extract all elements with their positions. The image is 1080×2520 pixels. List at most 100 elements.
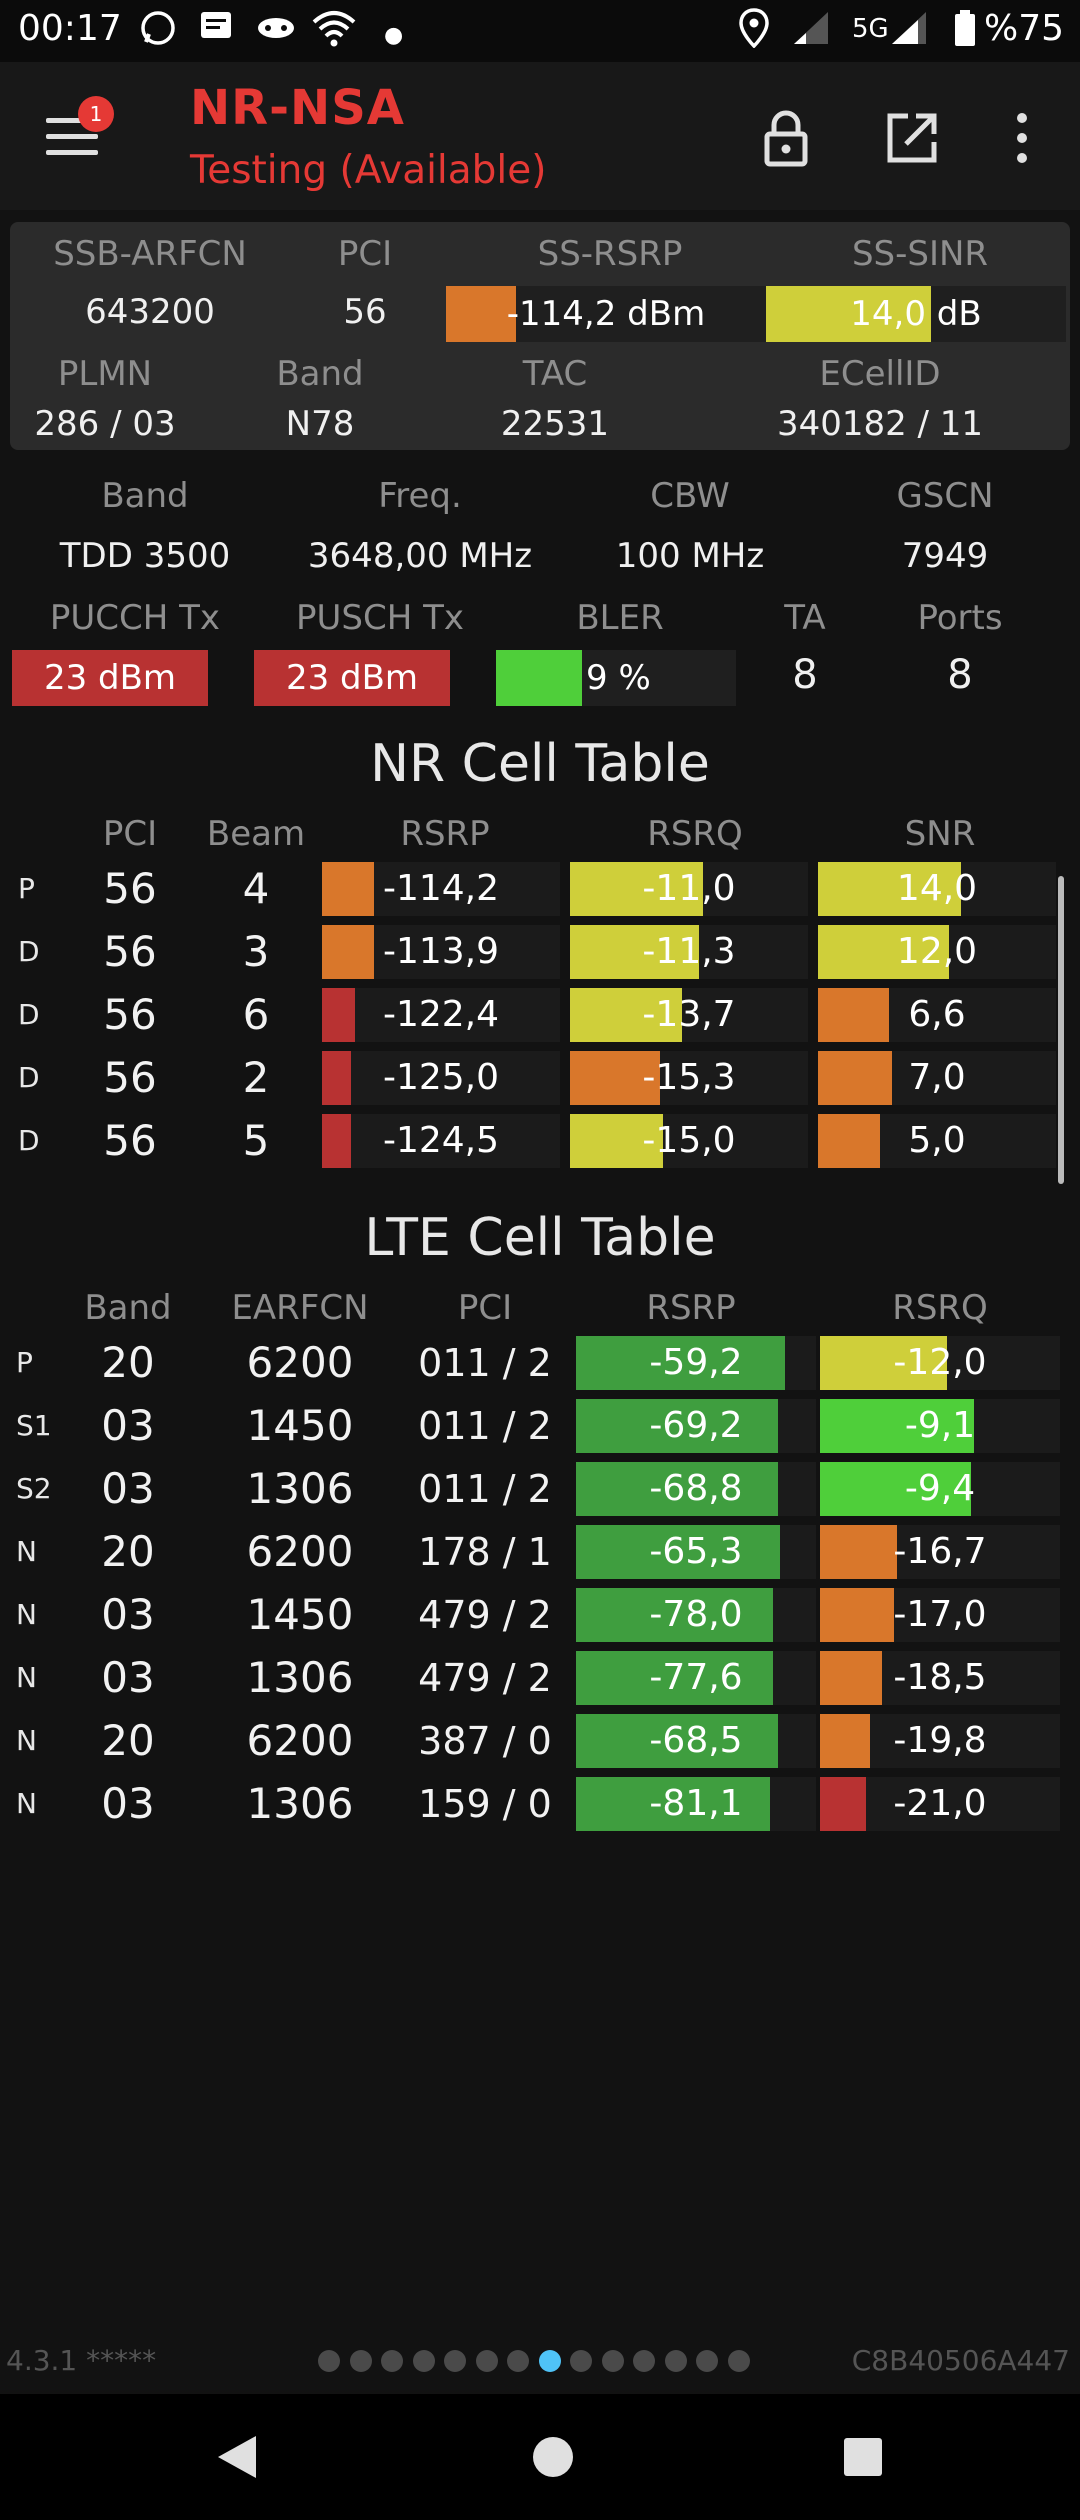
menu-icon[interactable] (46, 118, 98, 158)
nr-row-snr: 12,0 (818, 925, 1056, 979)
lte-row-band: 20 (101, 1527, 155, 1576)
page-title: NR-NSA (190, 80, 405, 136)
value-info-band: TDD 3500 (59, 536, 231, 576)
page-dot[interactable] (349, 2350, 372, 2372)
nr-row-rsrq: -15,0 (570, 1114, 808, 1168)
open-external-icon[interactable] (876, 102, 948, 174)
lte-row-rsrp: -68,5 (576, 1714, 816, 1768)
nr-row-rsrp-value: -124,5 (382, 1120, 500, 1161)
toolbar: 1 NR-NSA Testing (Available) (0, 62, 1080, 210)
lte-row-earfcn: 1450 (246, 1401, 354, 1450)
nr-row-snr: 5,0 (818, 1114, 1056, 1168)
label-ports: Ports (917, 598, 1003, 638)
lte-row-rsrq-fill (820, 1399, 974, 1453)
back-icon[interactable] (206, 2424, 272, 2490)
nr-row-rsrq-fill (570, 1051, 660, 1105)
network-type-label: 5G (852, 14, 889, 44)
lte-row-pci: 159 / 0 (418, 1782, 552, 1826)
lte-row-type: N (16, 1661, 37, 1694)
lte-row-rsrq-fill (820, 1525, 897, 1579)
label-band: Band (276, 354, 364, 394)
page-dot[interactable] (538, 2350, 561, 2372)
nr-row-rsrq: -15,3 (570, 1051, 808, 1105)
nr-table-row: D 56 5 -124,5 -15,0 5,0 (0, 1114, 1080, 1170)
lte-table-row: S2 03 1306 011 / 2 -68,8 -9,4 (0, 1462, 1080, 1518)
value-plmn: 286 / 03 (34, 404, 176, 444)
page-dot[interactable] (570, 2350, 592, 2372)
nr-table-scrollbar[interactable] (1058, 876, 1064, 1184)
nr-header-rsrp: RSRP (400, 814, 490, 854)
page-dot[interactable] (507, 2350, 529, 2372)
nr-row-rsrp: -125,0 (322, 1051, 560, 1105)
label-tac: TAC (522, 354, 588, 394)
page-dot[interactable] (412, 2350, 435, 2372)
lte-row-earfcn: 6200 (246, 1716, 354, 1765)
lte-cell-table-title: LTE Cell Table (364, 1208, 716, 1268)
lte-row-rsrq-value: -17,0 (893, 1594, 987, 1635)
value-pci: 56 (343, 292, 387, 332)
lte-row-pci: 479 / 2 (418, 1656, 552, 1700)
lte-table-row: N 20 6200 387 / 0 -68,5 -19,8 (0, 1714, 1080, 1770)
lte-row-band: 03 (101, 1590, 155, 1639)
value-ssb-arfcn: 643200 (85, 292, 215, 332)
page-dot[interactable] (475, 2350, 498, 2372)
lte-row-rsrq-fill (820, 1777, 866, 1831)
lte-row-rsrq: -9,1 (820, 1399, 1060, 1453)
lte-row-rsrq-value: -9,4 (904, 1468, 976, 1509)
system-navigation-bar (0, 2394, 1080, 2520)
nr-row-pci: 56 (103, 1053, 157, 1102)
overflow-menu-icon[interactable] (986, 102, 1058, 174)
lte-row-type: P (16, 1346, 33, 1379)
notification-badge: 1 (78, 96, 114, 132)
page-dot[interactable] (633, 2350, 655, 2372)
lte-row-rsrp-fill (576, 1336, 785, 1390)
lte-row-type: N (16, 1724, 37, 1757)
recents-icon[interactable] (830, 2424, 896, 2490)
lte-row-type: N (16, 1535, 37, 1568)
bler-bar-fill (496, 650, 583, 706)
lte-row-rsrp-value: -81,1 (649, 1783, 743, 1824)
page-dot[interactable] (664, 2350, 687, 2372)
value-ports: 8 (947, 652, 973, 698)
status-bar: 00:17 ● 5G %75 (0, 0, 1080, 62)
nr-header-snr: SNR (904, 814, 976, 854)
nr-row-rsrp-fill (322, 925, 374, 979)
lte-row-rsrp-value: -59,2 (649, 1342, 743, 1383)
page-dot[interactable] (696, 2350, 718, 2372)
page-dot[interactable] (381, 2350, 403, 2372)
nr-table-row: D 56 2 -125,0 -15,3 7,0 (0, 1051, 1080, 1107)
lte-table-row: N 03 1306 479 / 2 -77,6 -18,5 (0, 1651, 1080, 1707)
nr-row-pci: 56 (103, 864, 157, 913)
value-info-freq: 3648,00 MHz (307, 536, 533, 576)
pusch-tx-bar-fill (254, 650, 450, 706)
page-dot[interactable] (601, 2350, 624, 2372)
nr-row-rsrp: -122,4 (322, 988, 560, 1042)
page-dot[interactable] (444, 2350, 466, 2372)
lte-row-rsrp-fill (576, 1462, 778, 1516)
lte-header-rsrq: RSRQ (892, 1288, 988, 1328)
page-dot[interactable] (318, 2350, 340, 2372)
lte-row-rsrp: -78,0 (576, 1588, 816, 1642)
nr-table-row: D 56 3 -113,9 -11,3 12,0 (0, 925, 1080, 981)
page-dot[interactable] (727, 2350, 750, 2372)
app-notification-icon (254, 8, 298, 55)
lte-row-rsrp-value: -78,0 (649, 1594, 743, 1635)
home-icon[interactable] (520, 2424, 586, 2490)
lte-row-pci: 178 / 1 (418, 1530, 552, 1574)
nr-row-snr: 7,0 (818, 1051, 1056, 1105)
label-pci: PCI (337, 234, 393, 274)
nr-row-rsrp: -124,5 (322, 1114, 560, 1168)
lte-row-rsrq-fill (820, 1651, 882, 1705)
lte-row-type: N (16, 1598, 37, 1631)
label-info-band: Band (101, 476, 189, 516)
label-ecellid: ECellID (819, 354, 941, 394)
nr-row-rsrq: -13,7 (570, 988, 808, 1042)
page-subtitle: Testing (Available) (190, 148, 547, 193)
lock-icon[interactable] (750, 102, 822, 174)
lte-row-band: 03 (101, 1779, 155, 1828)
nr-row-beam: 4 (242, 864, 270, 913)
lte-row-pci: 387 / 0 (418, 1719, 552, 1763)
label-info-freq: Freq. (378, 476, 462, 516)
value-tac: 22531 (500, 404, 610, 444)
summary-panel: SSB-ARFCN PCI SS-RSRP SS-SINR 643200 56 … (10, 222, 1070, 450)
